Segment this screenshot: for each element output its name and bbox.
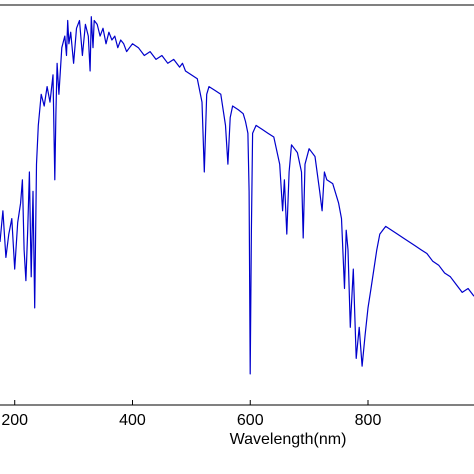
spectrum-series-line <box>0 16 474 375</box>
x-tick-label: 200 <box>1 412 28 429</box>
x-tick-label: 400 <box>119 412 146 429</box>
x-tick-label: 800 <box>355 412 382 429</box>
x-axis-ticks: 200 400 600 800 <box>1 400 381 429</box>
x-axis-title: Wavelength(nm) <box>230 431 347 448</box>
plot-group <box>0 16 474 375</box>
x-tick-label: 600 <box>237 412 264 429</box>
